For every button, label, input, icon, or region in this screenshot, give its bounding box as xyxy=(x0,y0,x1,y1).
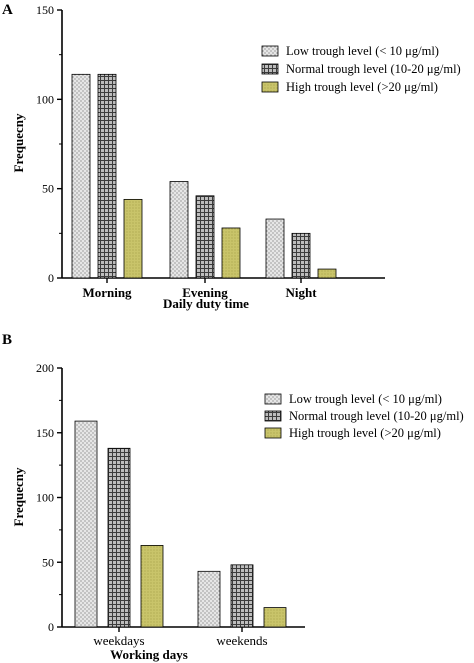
bar-morning-series-2 xyxy=(97,73,117,279)
bar-weekdays-series-2 xyxy=(107,447,131,628)
axes-b: 0 50 100 150 200 weekdays weekends xyxy=(36,361,305,648)
legend-swatch-1 xyxy=(261,45,279,57)
y-tick-label-b: 0 xyxy=(48,620,54,634)
bars-a xyxy=(71,73,337,279)
legend-label-1: Low trough level (< 10 μg/ml) xyxy=(289,392,442,406)
legend-swatch-3 xyxy=(264,427,282,439)
y-tick-label-b: 200 xyxy=(36,361,54,375)
y-tick-label-b: 150 xyxy=(36,426,54,440)
legend-swatch-1 xyxy=(264,393,282,405)
bar-evening-series-2 xyxy=(195,195,215,279)
x-axis-title-b: Working days xyxy=(110,647,188,662)
y-tick-label-b: 100 xyxy=(36,491,54,505)
panel-label-a: A xyxy=(2,2,13,18)
y-axis-title-a: Frequecny xyxy=(11,113,26,172)
bar-morning-series-3 xyxy=(123,198,143,279)
bar-weekends-series-1 xyxy=(197,570,221,628)
y-tick-label-b: 50 xyxy=(42,555,54,569)
y-tick-label-a: 100 xyxy=(36,92,54,106)
bar-weekends-series-3 xyxy=(263,607,287,628)
bars-b xyxy=(74,420,287,628)
y-tick-label-a: 0 xyxy=(48,271,54,285)
legend-swatch-2 xyxy=(261,63,279,75)
legend-b: Low trough level (< 10 μg/ml) Normal trou… xyxy=(264,392,464,440)
bar-morning-series-1 xyxy=(71,73,91,279)
x-axis-title-a: Daily duty time xyxy=(163,296,249,311)
bar-weekends-series-2 xyxy=(230,564,254,628)
x-category-label-b: weekdays xyxy=(93,633,144,648)
legend-a: Low trough level (< 10 μg/ml) Normal trou… xyxy=(261,44,461,94)
bar-night-series-1 xyxy=(265,218,285,279)
chart-panel-b: B Frequecny Working days 0 50 100 150 200 wee… xyxy=(2,332,464,662)
y-tick-label-a: 150 xyxy=(36,3,54,17)
bar-night-series-3 xyxy=(317,268,337,279)
legend-label-3: High trough level (>20 μg/ml) xyxy=(286,80,438,94)
legend-swatch-3 xyxy=(261,81,279,93)
legend-label-3: High trough level (>20 μg/ml) xyxy=(289,426,441,440)
chart-panel-a: A Frequecny Daily duty time 0 50 100 150 Mor… xyxy=(2,2,461,311)
x-category-label-b: weekends xyxy=(216,633,267,648)
bar-evening-series-1 xyxy=(169,181,189,279)
y-tick-label-a: 50 xyxy=(42,182,54,196)
bar-evening-series-3 xyxy=(221,227,241,279)
legend-swatch-2 xyxy=(264,410,282,422)
bar-weekdays-series-3 xyxy=(140,545,164,628)
y-axis-title-b: Frequecny xyxy=(11,467,26,526)
x-category-label-a: Evening xyxy=(182,285,228,300)
legend-label-2: Normal trough level (10-20 μg/ml) xyxy=(289,409,464,423)
x-category-label-a: Night xyxy=(285,285,317,300)
legend-label-1: Low trough level (< 10 μg/ml) xyxy=(286,44,439,58)
bar-night-series-2 xyxy=(291,232,311,279)
panel-label-b: B xyxy=(2,332,12,348)
bar-weekdays-series-1 xyxy=(74,420,98,628)
x-category-label-a: Morning xyxy=(82,285,132,300)
legend-label-2: Normal trough level (10-20 μg/ml) xyxy=(286,62,461,76)
